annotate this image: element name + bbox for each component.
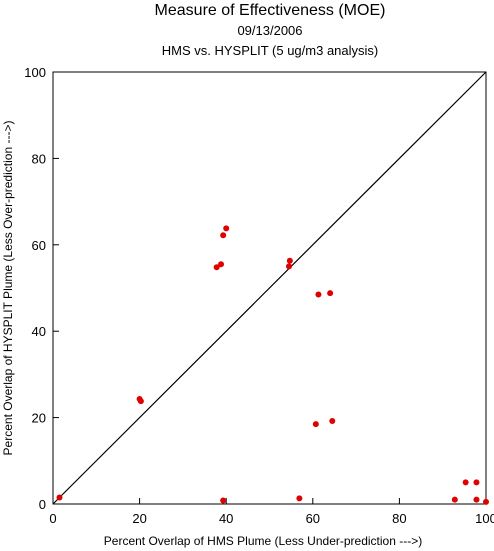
y-tick-label: 40 xyxy=(32,324,46,339)
data-point xyxy=(462,479,469,486)
x-axis-label: Percent Overlap of HMS Plume (Less Under… xyxy=(104,534,422,548)
data-point xyxy=(296,495,303,502)
plot-frame xyxy=(52,71,487,505)
chart-date: 09/13/2006 xyxy=(237,23,302,38)
y-tick-label: 100 xyxy=(24,65,46,80)
data-point xyxy=(315,291,322,298)
data-point xyxy=(137,398,144,405)
data-point xyxy=(329,418,336,425)
data-point xyxy=(285,263,292,270)
y-tick-label: 20 xyxy=(32,411,46,426)
x-axis-ticks: 0 20 40 60 80 100 xyxy=(49,498,494,526)
y-tick-label: 0 xyxy=(39,497,46,512)
chart-subtitle: HMS vs. HYSPLIT (5 ug/m3 analysis) xyxy=(162,43,379,58)
data-point xyxy=(312,421,319,428)
data-point xyxy=(218,261,225,268)
y-tick-label: 80 xyxy=(32,151,46,166)
x-tick-label: 0 xyxy=(49,511,56,526)
data-point xyxy=(213,264,220,271)
data-point xyxy=(220,497,227,504)
x-tick-label: 20 xyxy=(132,511,146,526)
data-point xyxy=(286,257,293,264)
x-tick-label: 100 xyxy=(475,511,494,526)
y-axis-ticks: 0 20 40 60 80 100 xyxy=(24,65,59,512)
data-point xyxy=(223,225,230,232)
data-point xyxy=(220,232,227,239)
y-axis-label: Percent Overlap of HYSPLIT Plume (Less O… xyxy=(1,121,15,456)
data-point xyxy=(483,498,489,505)
x-tick-label: 40 xyxy=(219,511,233,526)
x-tick-label: 60 xyxy=(306,511,320,526)
data-point xyxy=(473,496,480,503)
data-points xyxy=(56,225,489,505)
data-point xyxy=(451,496,458,503)
x-tick-label: 80 xyxy=(392,511,406,526)
chart-title: Measure of Effectiveness (MOE) xyxy=(155,2,386,19)
data-point xyxy=(473,479,480,486)
y-tick-label: 60 xyxy=(32,238,46,253)
data-point xyxy=(56,494,63,501)
data-point xyxy=(327,290,334,297)
one-to-one-line xyxy=(52,71,487,505)
